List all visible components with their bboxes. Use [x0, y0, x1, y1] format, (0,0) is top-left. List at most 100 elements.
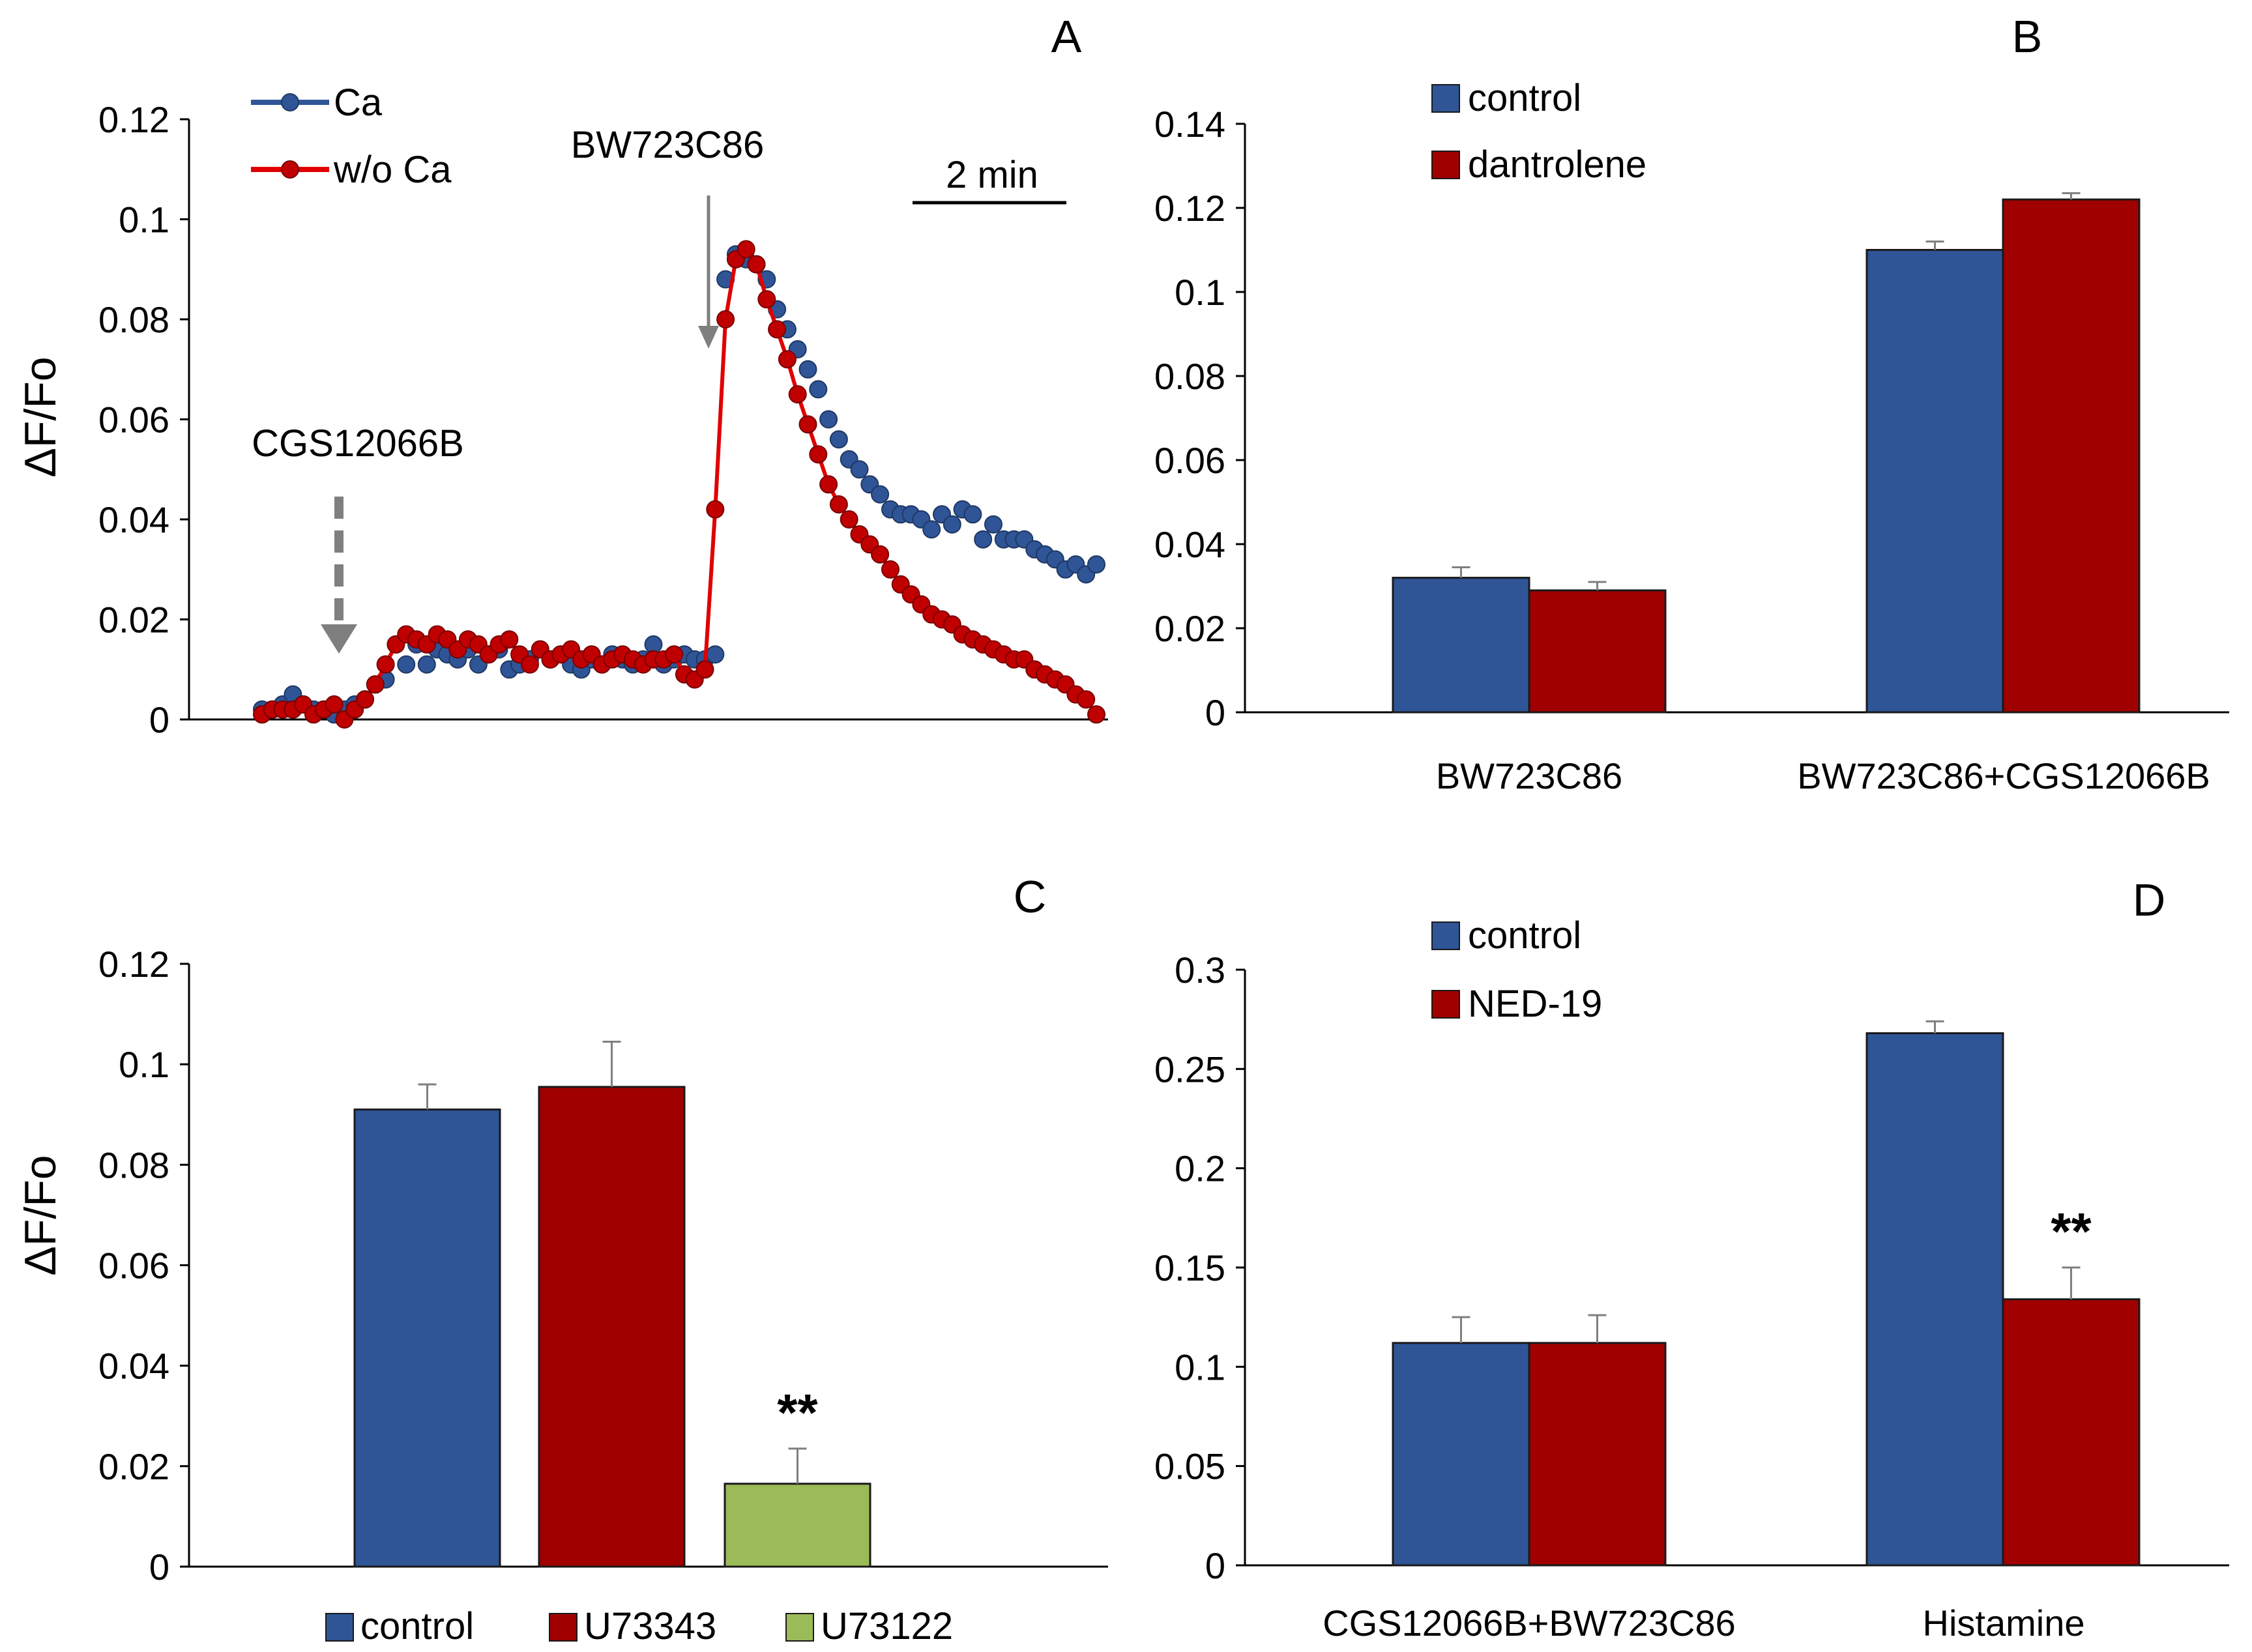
- data-point-ca: [798, 360, 817, 379]
- y-tick-label: 0.2: [1175, 1148, 1225, 1189]
- data-point-woca: [695, 660, 714, 679]
- legend-label-ca: Ca: [334, 81, 383, 124]
- data-point-ca: [922, 520, 941, 539]
- legend: control NED-19: [1431, 914, 1602, 1025]
- y-tick-label: 0.12: [1154, 188, 1225, 229]
- panel-letter: B: [2012, 11, 2043, 62]
- legend-swatch-u73343: [549, 1613, 578, 1642]
- data-point-woca: [829, 495, 848, 514]
- panel-b: B 0 0.02 0.04 0.06 0.08 0.1 0.12 0.14 control d…: [1154, 11, 2229, 796]
- y-tick-label: 0: [149, 1546, 169, 1587]
- y-tick-label: 0.06: [1154, 440, 1225, 481]
- legend-swatch-u73122: [785, 1613, 814, 1642]
- data-point-ca: [850, 460, 869, 479]
- y-tick-label: 0.04: [1154, 524, 1225, 565]
- y-axis-ticks: 0 0.05 0.1 0.15 0.2 0.25 0.3: [1154, 949, 1246, 1586]
- data-point-ca: [706, 645, 725, 664]
- y-tick-label: 0.02: [1154, 608, 1225, 649]
- panel-a: A ΔF/Fo 0 0.02 0.04 0.06 0.08 0.1 0.12 Ca w/o …: [16, 11, 1108, 740]
- y-axis-ticks: 0 0.02 0.04 0.06 0.08 0.1 0.12 0.14: [1154, 104, 1246, 733]
- bar-dantrolene: [2002, 198, 2141, 714]
- y-tick-label: 0.06: [98, 399, 169, 441]
- data-point-woca: [366, 675, 385, 694]
- legend-swatch-ned19: [1431, 990, 1460, 1019]
- data-point-ca: [1087, 555, 1105, 574]
- y-tick-label: 0.08: [98, 1144, 169, 1185]
- bar-control: [1865, 1032, 2004, 1567]
- drug2-arrowhead-icon: [698, 326, 719, 349]
- panel-c: C ΔF/Fo 0 0.02 0.04 0.06 0.08 0.1 0.12 control…: [16, 871, 1108, 1647]
- panel-d: D 00.050.10.150.20.250.3 control NED-19 …: [1154, 875, 2229, 1644]
- y-axis-ticks: 0 0.02 0.04 0.06 0.08 0.1 0.12: [98, 99, 190, 740]
- data-point-woca: [737, 240, 755, 259]
- y-tick-label: 0: [1205, 692, 1225, 733]
- y-tick-label: 0: [1205, 1545, 1225, 1586]
- data-point-woca: [871, 545, 890, 564]
- data-point-woca: [747, 255, 766, 274]
- legend-label-control: control: [360, 1605, 474, 1647]
- bar-NED-19: [2002, 1298, 2141, 1567]
- bars: **: [1392, 1020, 2141, 1567]
- bar-U73122: [724, 1483, 871, 1568]
- data-point-ca: [943, 515, 961, 534]
- y-tick-label: 0.06: [98, 1245, 169, 1286]
- y-tick-label: 0.3: [1175, 949, 1225, 991]
- legend-label-control: control: [1468, 77, 1581, 119]
- legend-label-u73122: U73122: [821, 1605, 953, 1647]
- legend-marker-woca: [281, 160, 299, 179]
- y-tick-label: 0.14: [1154, 104, 1225, 145]
- data-point-woca: [665, 645, 684, 664]
- significance-marker: **: [777, 1384, 818, 1442]
- data-point-woca: [706, 500, 725, 519]
- legend-marker-ca: [281, 93, 299, 111]
- data-point-woca: [840, 510, 858, 529]
- x-category-label: Histamine: [1923, 1602, 2085, 1644]
- data-point-ca: [871, 485, 890, 504]
- drug2-label: BW723C86: [571, 124, 765, 166]
- data-point-ca: [397, 655, 416, 674]
- data-point-woca: [819, 475, 838, 494]
- y-tick-label: 0.02: [98, 1446, 169, 1487]
- y-axis-ticks: 0 0.02 0.04 0.06 0.08 0.1 0.12: [98, 944, 190, 1587]
- data-point-woca: [716, 310, 735, 328]
- y-axis-label: ΔF/Fo: [16, 356, 65, 477]
- data-point-woca: [520, 655, 539, 674]
- drug1-arrowhead-icon: [321, 624, 357, 654]
- data-point-woca: [376, 655, 395, 674]
- data-point-woca: [778, 350, 797, 369]
- data-point-woca: [809, 445, 828, 464]
- y-tick-label: 0.04: [98, 499, 169, 540]
- y-tick-label: 0.12: [98, 99, 169, 140]
- y-tick-label: 0.25: [1154, 1049, 1225, 1090]
- y-tick-label: 0.12: [98, 944, 169, 985]
- significance-marker: **: [2051, 1202, 2092, 1260]
- bar-control: [1392, 577, 1530, 714]
- data-point-woca: [768, 320, 787, 339]
- y-tick-label: 0: [149, 699, 169, 740]
- bar-control: [353, 1109, 501, 1568]
- legend-label-ned19: NED-19: [1468, 983, 1602, 1025]
- bars: **: [353, 1040, 871, 1568]
- legend: control dantrolene: [1431, 77, 1646, 186]
- y-tick-label: 0.05: [1154, 1446, 1225, 1487]
- y-tick-label: 0.1: [1175, 272, 1225, 313]
- plot-area: [253, 240, 1105, 729]
- data-point-ca: [819, 410, 838, 429]
- legend-swatch-control: [1431, 921, 1460, 950]
- data-point-ca: [984, 515, 1002, 534]
- bar-NED-19: [1528, 1342, 1667, 1567]
- x-category-label: BW723C86+CGS12066B: [1797, 755, 2210, 796]
- panel-letter: A: [1051, 11, 1082, 62]
- data-point-woca: [1077, 690, 1096, 709]
- y-axis-label: ΔF/Fo: [16, 1155, 65, 1275]
- y-tick-label: 0.1: [119, 1044, 169, 1085]
- y-tick-label: 0.08: [1154, 356, 1225, 397]
- panel-letter: D: [2133, 875, 2166, 925]
- data-point-woca: [356, 690, 374, 709]
- drug1-label: CGS12066B: [252, 422, 464, 465]
- data-point-ca: [963, 505, 982, 524]
- legend-swatch-control: [325, 1613, 354, 1642]
- bar-U73343: [538, 1086, 686, 1568]
- legend-swatch-dantrolene: [1431, 151, 1460, 179]
